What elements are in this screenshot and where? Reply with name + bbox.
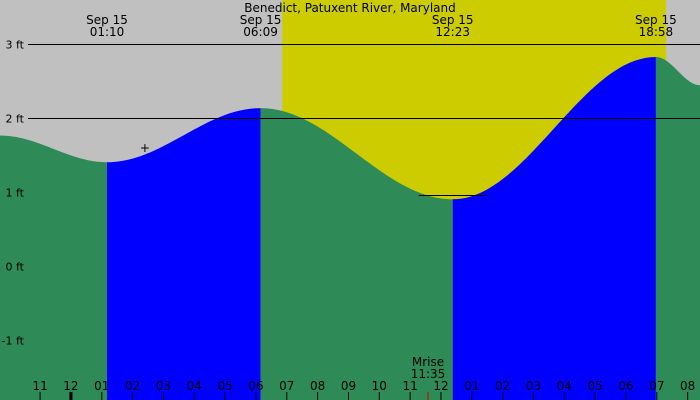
extreme-date-label: Sep 15 <box>240 13 282 27</box>
hour-tick-label: 02 <box>125 379 140 393</box>
tide-area-rising-3 <box>452 57 656 400</box>
hour-tick-label: 06 <box>248 379 263 393</box>
hour-tick-label: 07 <box>649 379 664 393</box>
hour-tick-label: 03 <box>526 379 541 393</box>
tide-area-rising-1 <box>107 108 261 400</box>
hour-tick-label: 09 <box>341 379 356 393</box>
hour-tick-label: 03 <box>156 379 171 393</box>
hour-tick-label: 02 <box>495 379 510 393</box>
gridlines <box>28 43 700 120</box>
hour-tick-label: 07 <box>279 379 294 393</box>
extreme-date-label: Sep 15 <box>432 13 474 27</box>
extreme-date-label: Sep 15 <box>86 13 128 27</box>
chart-title: Benedict, Patuxent River, Maryland <box>244 1 455 15</box>
y-axis-labels: 3 ft 2 ft 1 ft 0 ft -1 ft <box>2 38 25 347</box>
moon-event-time: 11:35 <box>411 367 446 381</box>
y-tick-label: 0 ft <box>6 261 25 274</box>
extreme-time-label: 01:10 <box>90 25 125 39</box>
moon-event-label: Mrise <box>412 355 444 369</box>
extreme-date-label: Sep 15 <box>635 13 677 27</box>
hour-tick-label: 05 <box>588 379 603 393</box>
hour-tick-label: 12 <box>63 379 78 393</box>
hour-tick-label: 06 <box>618 379 633 393</box>
hour-tick-label: 10 <box>372 379 387 393</box>
hour-tick-label: 11 <box>402 379 417 393</box>
y-tick-label: 2 ft <box>6 113 25 126</box>
tide-areas <box>0 57 700 400</box>
hour-tick-label: 01 <box>94 379 109 393</box>
extreme-time-label: 18:58 <box>639 25 674 39</box>
extreme-time-label: 12:23 <box>435 25 470 39</box>
y-tick-label: 3 ft <box>6 38 25 51</box>
hour-tick-label: 08 <box>310 379 325 393</box>
hour-tick-label: 11 <box>32 379 47 393</box>
hour-tick-label: 08 <box>680 379 695 393</box>
current-marker: + <box>140 141 150 155</box>
hour-tick-label: 04 <box>187 379 202 393</box>
extreme-time-label: 06:09 <box>243 25 278 39</box>
y-tick-label: -1 ft <box>2 335 25 348</box>
tide-area-falling-0 <box>0 135 107 400</box>
tide-area-falling-4 <box>655 57 700 400</box>
tide-area-falling-2 <box>260 108 453 400</box>
hour-tick-label: 01 <box>464 379 479 393</box>
hour-tick-label: 05 <box>217 379 232 393</box>
y-tick-label: 1 ft <box>6 187 25 200</box>
hour-axis: 11 12 01 02 03 04 05 06 07 08 09 10 11 12 01 02 03 04 05 06… <box>32 379 695 400</box>
hour-tick-label: 04 <box>557 379 572 393</box>
hour-tick-label: 12 <box>433 379 448 393</box>
